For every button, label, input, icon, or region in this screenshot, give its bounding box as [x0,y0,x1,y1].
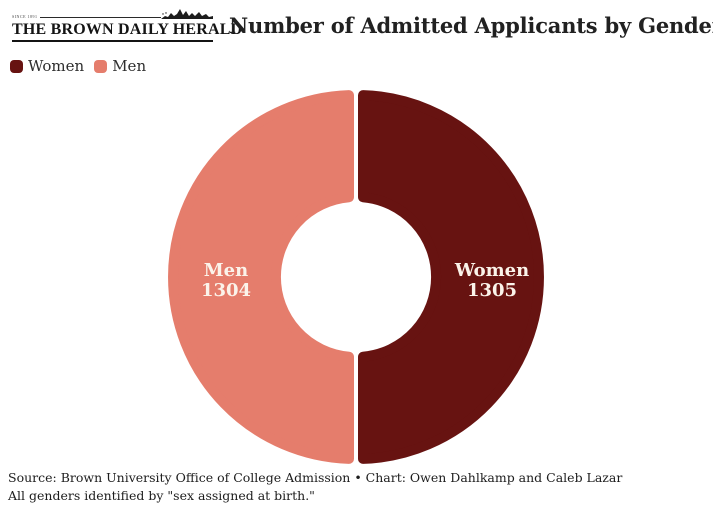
legend: Women Men [10,59,146,74]
brown-daily-herald-logo: SINCE 1891 THE BROWN DAILY HERALD [12,7,242,42]
donut-slice-men[interactable] [168,90,354,464]
masthead-smallprint: SINCE 1891 [12,14,38,19]
masthead-name: THE BROWN DAILY HERALD [12,20,242,42]
mountain-ridge-icon [161,9,213,19]
masthead-rule-line [39,17,161,18]
slice-label-women-value: 1305 [466,280,518,301]
methodology-note: All genders identified by "sex assigned … [8,488,315,503]
slice-label-women: Women 1305 [455,261,529,301]
legend-label-men: Men [112,57,147,75]
source-credit-line: Source: Brown University Office of Colle… [8,470,623,485]
slice-label-men: Men 1304 [201,261,251,301]
slice-label-men-value: 1304 [200,280,252,301]
footer-notes: Source: Brown University Office of Colle… [8,469,622,505]
chart-title: Number of Admitted Applicants by Gender [229,13,713,38]
masthead-top-rule: SINCE 1891 [12,7,213,20]
slice-label-women-name: Women [454,260,530,281]
slice-label-men-name: Men [203,260,249,281]
legend-swatch-women [10,60,23,73]
legend-item-women[interactable]: Women [10,59,84,74]
legend-swatch-men [94,60,108,73]
legend-item-men[interactable]: Men [94,59,146,74]
legend-label-women: Women [28,57,85,75]
donut-slice-women[interactable] [358,90,544,464]
